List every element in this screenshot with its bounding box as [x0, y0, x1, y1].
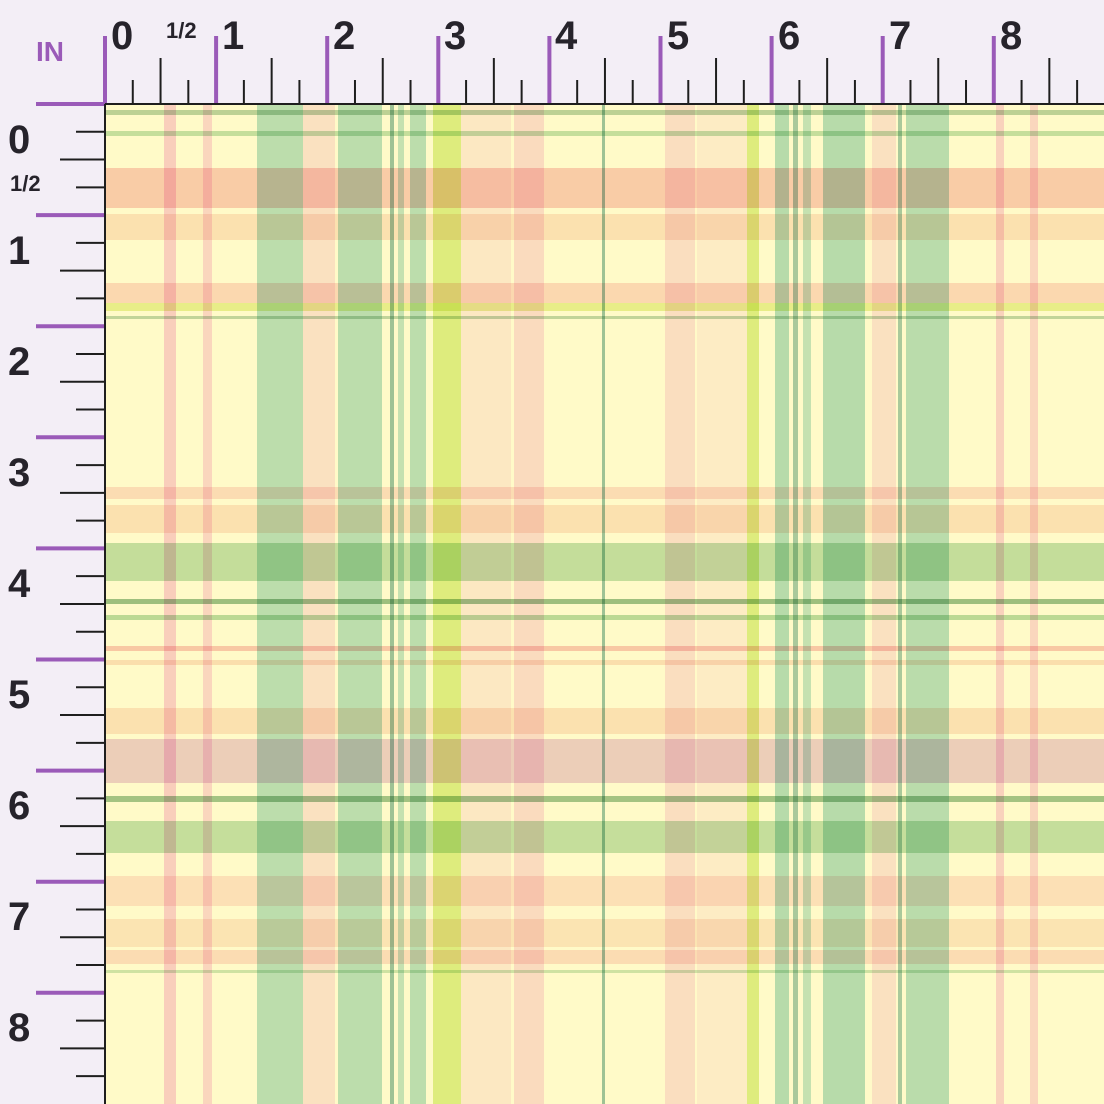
horizontal-stripe-10: [105, 599, 1104, 604]
left-ruler-label-1: 1: [8, 229, 31, 273]
top-ruler-label-6: 6: [778, 14, 801, 58]
horizontal-stripe-15: [105, 739, 1104, 783]
horizontal-stripe-3: [105, 214, 1104, 240]
horizontal-stripe-12: [105, 646, 1104, 651]
horizontal-stripe-4: [105, 283, 1104, 303]
horizontal-stripe-13: [105, 660, 1104, 665]
horizontal-stripe-17: [105, 821, 1104, 853]
horizontal-stripe-1: [105, 131, 1104, 136]
horizontal-stripes: [105, 110, 1104, 973]
top-ruler-label-1: 1: [222, 14, 245, 58]
horizontal-stripe-0: [105, 110, 1104, 115]
top-ruler-label-3: 3: [444, 14, 467, 58]
horizontal-stripe-18: [105, 876, 1104, 906]
horizontal-stripe-7: [105, 487, 1104, 499]
horizontal-stripe-5: [105, 303, 1104, 311]
ruler-marks: [36, 36, 1104, 1104]
horizontal-stripe-21: [105, 970, 1104, 973]
left-ruler-label-2: 2: [8, 340, 31, 384]
top-ruler-label-7: 7: [889, 14, 912, 58]
left-ruler-label-half: 1/2: [10, 171, 41, 196]
left-ruler-label-0: 0: [8, 118, 31, 162]
top-ruler-label-8: 8: [1000, 14, 1023, 58]
top-ruler-label-4: 4: [555, 14, 578, 58]
horizontal-stripe-8: [105, 505, 1104, 533]
horizontal-stripe-19: [105, 919, 1104, 947]
top-ruler-label-half: 1/2: [166, 18, 197, 43]
horizontal-stripe-11: [105, 615, 1104, 620]
horizontal-stripe-9: [105, 543, 1104, 581]
left-ruler-label-6: 6: [8, 784, 31, 828]
horizontal-stripe-20: [105, 950, 1104, 964]
horizontal-stripe-6: [105, 316, 1104, 319]
top-ruler-label-0: 0: [111, 14, 134, 58]
horizontal-stripe-14: [105, 708, 1104, 734]
left-ruler-label-7: 7: [8, 895, 31, 939]
top-ruler-label-2: 2: [333, 14, 356, 58]
horizontal-stripe-2: [105, 168, 1104, 208]
left-ruler-label-3: 3: [8, 451, 31, 495]
left-ruler-label-5: 5: [8, 673, 31, 717]
left-ruler-label-8: 8: [8, 1006, 31, 1050]
left-ruler-label-4: 4: [8, 562, 31, 606]
horizontal-stripe-16: [105, 796, 1104, 802]
top-ruler-label-5: 5: [667, 14, 690, 58]
unit-label: IN: [36, 36, 64, 67]
